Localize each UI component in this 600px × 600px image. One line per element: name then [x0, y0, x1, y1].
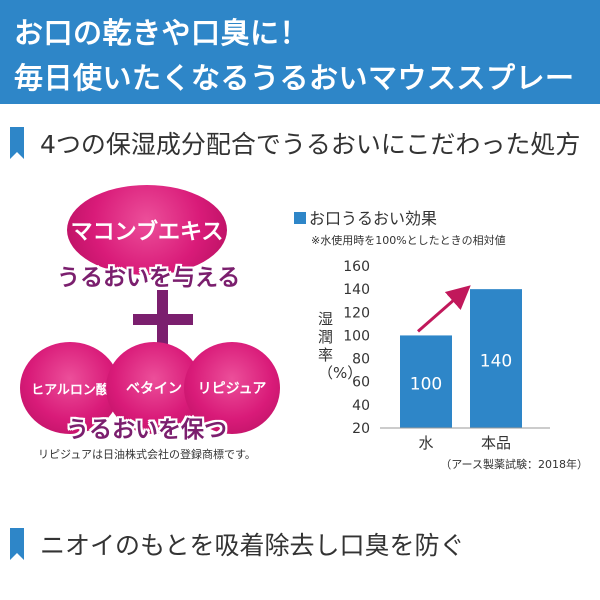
x-category-label: 水 — [418, 434, 433, 452]
y-tick-label: 160 — [343, 259, 370, 275]
x-category-label: 本品 — [481, 434, 511, 452]
chart-title: お口うるおい効果 — [309, 209, 438, 228]
chart-subtitle: ※水使用時を100%としたときの相対値 — [311, 234, 506, 247]
chart-y-axis-label: 湿潤率（%） — [318, 310, 363, 382]
y-tick-label: 40 — [352, 398, 370, 414]
tagline-retain: うるおいを保つ — [66, 417, 227, 443]
square-bullet-icon — [294, 212, 306, 224]
ingredient-circle-kombu: マコンブエキス — [67, 185, 227, 275]
bookmark-marker-icon — [10, 127, 24, 159]
y-tick-label: 100 — [343, 328, 370, 344]
chart-source-note: （アース製薬試験：2018年） — [440, 458, 588, 471]
ingredient-circle-lipidure: リピジュア — [184, 342, 280, 434]
y-tick-label: 20 — [352, 421, 370, 437]
ingredient-circle-hyaluronic: ヒアルロン酸 — [20, 342, 120, 434]
bar-value-label: 140 — [480, 352, 512, 372]
ingredient-label-betaine: ベタイン — [126, 381, 182, 397]
header-title-line2: 毎日使いたくなるうるおいマウススプレー — [14, 61, 575, 95]
bar — [470, 289, 522, 428]
increase-arrow — [417, 285, 471, 333]
bar-value-label: 100 — [410, 375, 442, 395]
header-banner: お口の乾きや口臭に！ 毎日使いたくなるうるおいマウススプレー — [0, 0, 600, 104]
ingredient-label-kombu: マコンブエキス — [70, 220, 224, 245]
tagline-moisturize: うるおいを与える — [57, 265, 241, 291]
plus-icon — [133, 290, 193, 350]
bar — [400, 335, 452, 428]
trademark-note: リピジュアは日油株式会社の登録商標です。 — [38, 448, 256, 461]
y-tick-label: 140 — [343, 282, 370, 298]
section-title-formula: 4つの保湿成分配合でうるおいにこだわった処方 — [40, 130, 581, 159]
header-title-line1: お口の乾きや口臭に！ — [14, 16, 310, 50]
y-tick-label: 120 — [343, 305, 370, 321]
ingredient-label-hyaluronic: ヒアルロン酸 — [31, 382, 109, 398]
section-title-odor: ニオイのもとを吸着除去し口臭を防ぐ — [40, 531, 465, 560]
bookmark-marker-icon — [10, 528, 24, 560]
ingredient-label-lipidure: リピジュア — [197, 381, 267, 397]
chart-title-row: お口うるおい効果 — [294, 205, 437, 229]
